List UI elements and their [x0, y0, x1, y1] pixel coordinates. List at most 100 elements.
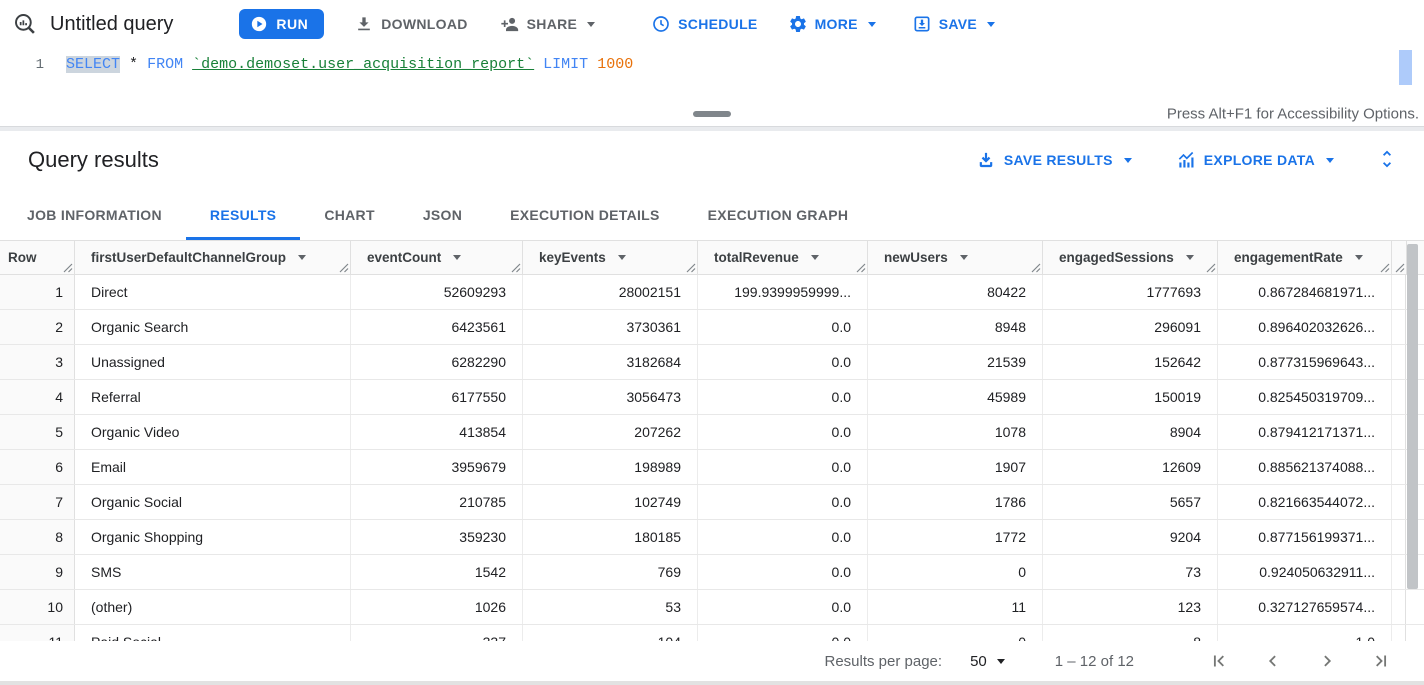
- sql-editor[interactable]: 1 SELECT * FROM `demo.demoset.user_acqui…: [0, 48, 1424, 102]
- table-cell: 0.0: [698, 485, 868, 519]
- table-header: Row firstUserDefaultChannelGroup eventCo…: [0, 241, 1424, 275]
- table-cell: 0.877156199371...: [1218, 520, 1392, 554]
- table-cell: 3959679: [351, 450, 523, 484]
- column-header-keyEvents[interactable]: keyEvents: [523, 241, 698, 274]
- previous-page-button[interactable]: [1262, 650, 1284, 672]
- schedule-button[interactable]: SCHEDULE: [651, 14, 757, 34]
- row-number-cell: 1: [0, 275, 75, 309]
- row-number-cell: 8: [0, 520, 75, 554]
- table-cell: 0.896402032626...: [1218, 310, 1392, 344]
- row-number-cell: 11: [0, 625, 75, 641]
- arrow-drop-down-icon: [996, 658, 1005, 664]
- table-cell: 8948: [868, 310, 1043, 344]
- table-row: 2 Organic Search 6423561 3730361 0.0 8948 2960…: [0, 310, 1424, 345]
- tab-results[interactable]: RESULTS: [185, 189, 301, 240]
- column-resize-grip[interactable]: [511, 263, 521, 273]
- query-title[interactable]: Untitled query: [50, 12, 174, 35]
- save-results-button[interactable]: SAVE RESULTS: [976, 150, 1132, 170]
- last-page-button[interactable]: [1370, 650, 1392, 672]
- column-resize-grip[interactable]: [1206, 263, 1216, 273]
- tab-execution-graph[interactable]: EXECUTION GRAPH: [707, 206, 849, 223]
- table-body: 1 Direct 52609293 28002151 199.9399959999...…: [0, 275, 1424, 641]
- tab-chart[interactable]: CHART: [324, 206, 375, 223]
- column-header-newUsers[interactable]: newUsers: [868, 241, 1043, 274]
- run-button[interactable]: RUN: [239, 9, 325, 39]
- next-page-button[interactable]: [1316, 650, 1338, 672]
- column-menu-icon[interactable]: [453, 255, 462, 260]
- column-header-eventCount[interactable]: eventCount: [351, 241, 523, 274]
- column-menu-icon[interactable]: [959, 255, 968, 260]
- sql-token: `demo.demoset.user_acquisition_report`: [192, 56, 535, 73]
- arrow-drop-down-icon: [1326, 157, 1334, 163]
- column-resize-grip[interactable]: [1380, 263, 1390, 273]
- table-cell: 0.0: [698, 555, 868, 589]
- column-header-engagementRate[interactable]: engagementRate: [1218, 241, 1392, 274]
- table-cell: 12609: [1043, 450, 1218, 484]
- table-row: 10 (other) 1026 53 0.0 11 123 0.327127659574...: [0, 590, 1424, 625]
- column-resize-grip[interactable]: [686, 263, 696, 273]
- row-number-cell: 6: [0, 450, 75, 484]
- tab-execution-details[interactable]: EXECUTION DETAILS: [510, 206, 660, 223]
- bar-chart-icon: [1178, 151, 1194, 168]
- column-resize-grip[interactable]: [63, 263, 73, 273]
- arrow-drop-down-icon: [987, 21, 996, 27]
- table-cell: 1772: [868, 520, 1043, 554]
- editor-scrollbar-thumb[interactable]: [1399, 50, 1412, 85]
- table-cell: 0.327127659574...: [1218, 590, 1392, 624]
- filler-cell: [1392, 590, 1406, 624]
- query-results-title: Query results: [28, 147, 159, 172]
- column-header-totalRevenue[interactable]: totalRevenue: [698, 241, 868, 274]
- table-row: 1 Direct 52609293 28002151 199.9399959999...…: [0, 275, 1424, 310]
- sql-token: *: [129, 56, 139, 73]
- column-menu-icon[interactable]: [617, 255, 626, 260]
- download-button[interactable]: DOWNLOAD: [354, 14, 467, 34]
- column-resize-grip[interactable]: [856, 263, 866, 273]
- expand-results-button[interactable]: [1376, 148, 1398, 173]
- table-cell: 0.0: [698, 415, 868, 449]
- bigquery-query-icon: [15, 14, 35, 34]
- column-menu-icon[interactable]: [810, 255, 819, 260]
- editor-results-splitter: Press Alt+F1 for Accessibility Options.: [0, 102, 1424, 126]
- accessibility-note: Press Alt+F1 for Accessibility Options.: [1166, 105, 1419, 123]
- table-cell: 198989: [523, 450, 698, 484]
- table-cell: 199.9399959999...: [698, 275, 868, 309]
- results-per-page-label: Results per page:: [824, 652, 943, 670]
- results-header: Query results SAVE RESULTS EXPLORE DATA: [0, 131, 1424, 189]
- filler-cell: [1392, 520, 1406, 554]
- column-header-row[interactable]: Row: [0, 241, 75, 274]
- more-button[interactable]: MORE: [788, 14, 876, 34]
- column-header-firstUserDefaultChannelGroup[interactable]: firstUserDefaultChannelGroup: [75, 241, 351, 274]
- splitter-drag-handle[interactable]: [693, 111, 731, 117]
- first-page-button[interactable]: [1208, 650, 1230, 672]
- filler-cell: [1392, 275, 1406, 309]
- table-cell: Referral: [75, 380, 351, 414]
- first-page-icon: [1213, 655, 1224, 667]
- share-button[interactable]: SHARE: [500, 14, 596, 34]
- arrow-drop-down-icon: [587, 21, 596, 27]
- table-cell: 0.879412171371...: [1218, 415, 1392, 449]
- table-row: 6 Email 3959679 198989 0.0 1907 12609 0.8856213…: [0, 450, 1424, 485]
- column-menu-icon[interactable]: [1185, 255, 1194, 260]
- query-toolbar: Untitled query RUN DOWNLOAD SHARE SCHEDU…: [0, 0, 1424, 48]
- page-size-select[interactable]: 50: [970, 653, 1005, 670]
- filler-cell: [1392, 485, 1406, 519]
- explore-data-button[interactable]: EXPLORE DATA: [1176, 150, 1334, 170]
- table-cell: 1907: [868, 450, 1043, 484]
- table-scrollbar-thumb[interactable]: [1407, 244, 1418, 589]
- tab-job-information[interactable]: JOB INFORMATION: [27, 206, 162, 223]
- column-header-engagedSessions[interactable]: engagedSessions: [1043, 241, 1218, 274]
- column-menu-icon[interactable]: [1354, 255, 1363, 260]
- column-resize-grip[interactable]: [1031, 263, 1041, 273]
- gear-icon: [789, 16, 806, 32]
- save-button[interactable]: SAVE: [912, 14, 996, 34]
- column-resize-grip[interactable]: [339, 263, 349, 273]
- last-page-icon: [1376, 655, 1387, 667]
- column-menu-icon[interactable]: [298, 255, 307, 260]
- sql-code-line[interactable]: SELECT * FROM `demo.demoset.user_acquisi…: [66, 56, 633, 73]
- table-cell: Organic Shopping: [75, 520, 351, 554]
- column-resize-grip[interactable]: [1395, 263, 1405, 273]
- splitter-band: [0, 126, 1424, 131]
- table-row: 3 Unassigned 6282290 3182684 0.0 21539 152642 0…: [0, 345, 1424, 380]
- table-cell: 152642: [1043, 345, 1218, 379]
- tab-json[interactable]: JSON: [422, 206, 463, 223]
